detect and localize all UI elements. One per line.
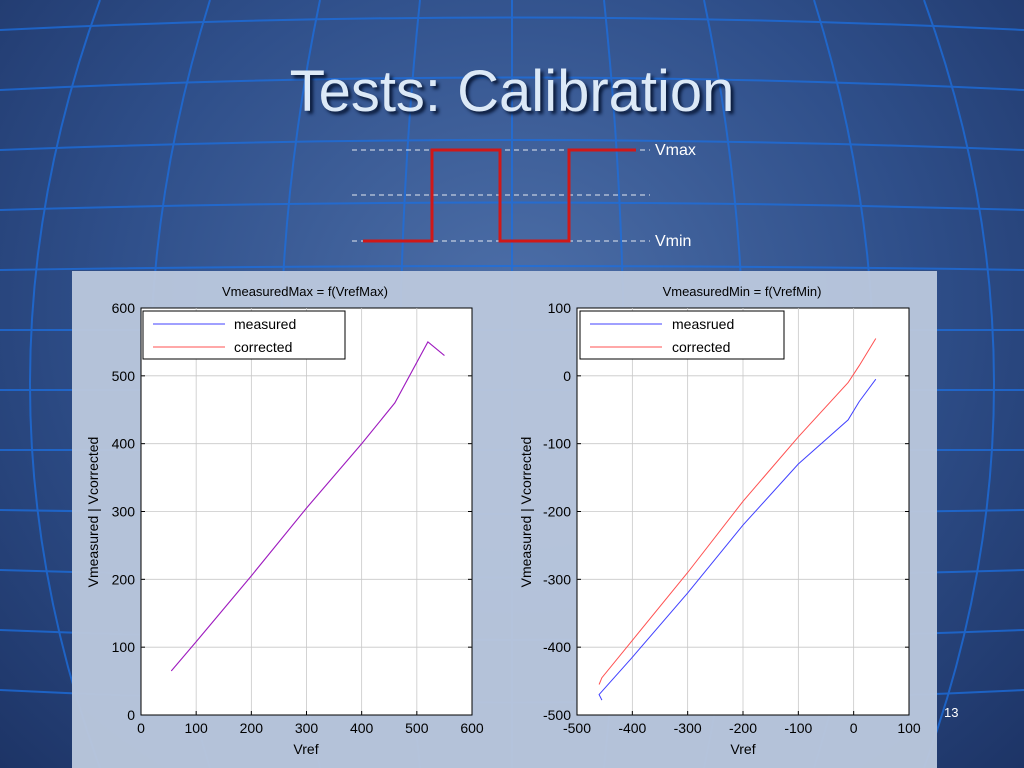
chart-min-grid	[577, 308, 909, 715]
chart-max-xlabel: Vref	[293, 741, 318, 757]
x-tick-label: -100	[784, 720, 812, 736]
chart-min-title: VmeasuredMin = f(VrefMin)	[663, 284, 822, 299]
legend-measured-label: measured	[234, 316, 296, 332]
chart-min-ylabel: Vmeasured | Vcorrected	[518, 437, 534, 588]
x-tick-label: 0	[137, 720, 145, 736]
x-tick-label: 100	[897, 720, 921, 736]
legend-measrued-label: measrued	[672, 316, 734, 332]
chart-max-legend: measured corrected	[142, 310, 346, 360]
y-tick-label: 300	[112, 504, 136, 520]
chart-max-grid	[141, 308, 472, 715]
x-tick-label: -400	[618, 720, 646, 736]
x-tick-label: 200	[240, 720, 264, 736]
pulse-waveform	[363, 148, 636, 243]
x-tick-label: 0	[850, 720, 858, 736]
x-tick-label: -300	[674, 720, 702, 736]
chart-min-xlabel: Vref	[730, 741, 755, 757]
x-tick-label: 500	[405, 720, 429, 736]
y-tick-label: 0	[127, 707, 135, 723]
vmin-label: Vmin	[655, 233, 691, 250]
y-tick-label: -400	[543, 639, 571, 655]
y-tick-label: -100	[543, 436, 571, 452]
x-tick-label: -200	[729, 720, 757, 736]
slide-title: Tests: Calibration	[289, 59, 735, 124]
x-tick-label: 300	[295, 720, 319, 736]
chart-max-series	[170, 341, 445, 672]
pulse-diagram: Vmax Vmin	[352, 142, 696, 250]
y-tick-label: 400	[112, 436, 136, 452]
y-tick-label: -200	[543, 504, 571, 520]
chart-min: VmeasuredMin = f(VrefMin) -500 -400 -300 -2…	[518, 284, 921, 757]
series-line-corrected	[170, 341, 445, 672]
chart-max-title: VmeasuredMax = f(VrefMax)	[222, 284, 388, 299]
page-number: 13	[944, 705, 959, 720]
y-tick-label: 0	[563, 368, 571, 384]
series-line-corrected	[598, 338, 877, 685]
y-tick-label: -300	[543, 571, 571, 587]
vmax-label: Vmax	[655, 142, 696, 159]
x-tick-label: 400	[350, 720, 374, 736]
chart-min-ticks: -500 -400 -300 -200 -100 0 100 -500 -400 -300 -200…	[543, 300, 921, 736]
y-tick-label: 100	[112, 639, 136, 655]
y-tick-label: 500	[112, 368, 136, 384]
y-tick-label: -500	[543, 707, 571, 723]
chart-max-ylabel: Vmeasured | Vcorrected	[85, 437, 101, 588]
y-tick-label: 600	[112, 300, 136, 316]
chart-min-legend: measrued corrected	[579, 310, 785, 360]
x-tick-label: 100	[184, 720, 208, 736]
legend-corrected-label: corrected	[672, 339, 730, 355]
series-line-measrued	[598, 378, 877, 701]
x-tick-label: -500	[563, 720, 591, 736]
chart-max-ticks: 0 100 200 300 400 500 600 0 100 200 300 400 500 600	[112, 300, 484, 736]
chart-max: VmeasuredMax = f(VrefMax) 0 100 200 300 400 5…	[85, 284, 484, 757]
y-tick-label: 100	[548, 300, 572, 316]
y-tick-label: 200	[112, 571, 136, 587]
legend-corrected-label: corrected	[234, 339, 292, 355]
chart-min-series	[598, 338, 877, 701]
x-tick-label: 600	[460, 720, 484, 736]
